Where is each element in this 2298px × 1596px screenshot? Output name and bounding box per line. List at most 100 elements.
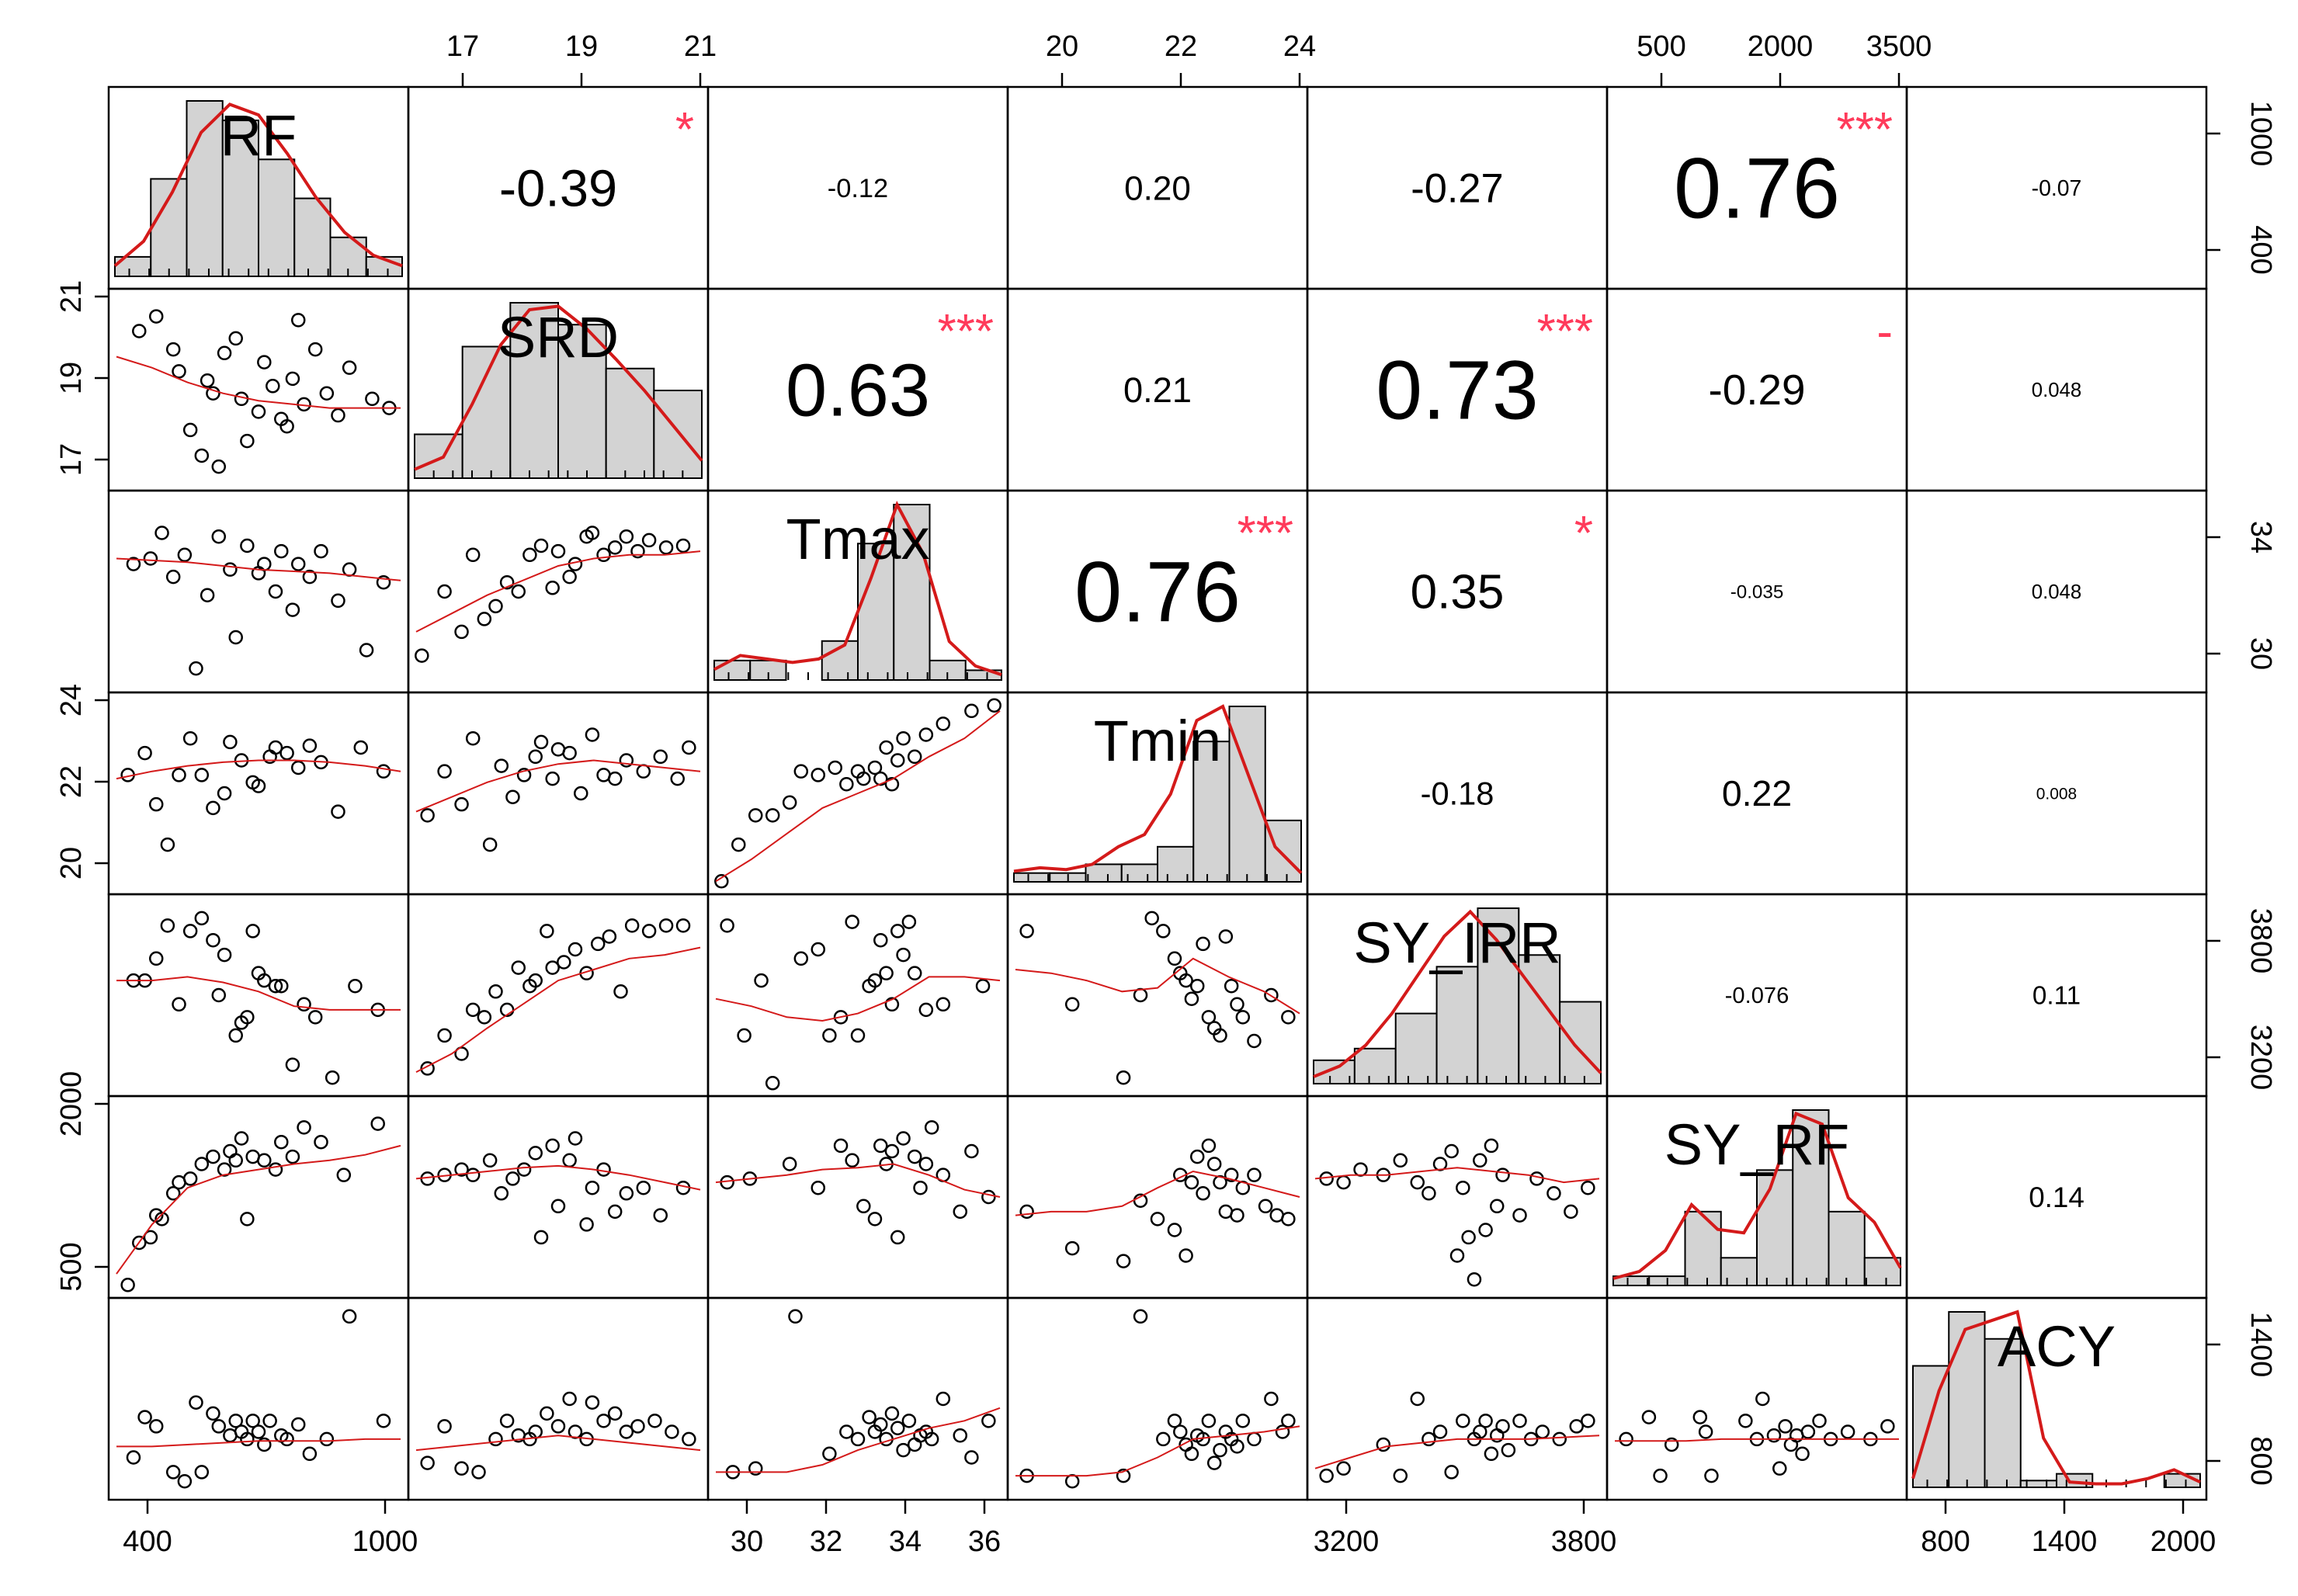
histogram-bar xyxy=(1264,819,1302,883)
density-curve xyxy=(713,501,1002,677)
variable-label: SY_IRR xyxy=(1353,911,1560,975)
panel-frame xyxy=(107,1095,410,1299)
scatter-point xyxy=(1495,1168,1510,1182)
scatter-point xyxy=(1552,1431,1567,1447)
scatter-point xyxy=(266,379,280,394)
scatter-point xyxy=(370,1116,385,1131)
scatter-point xyxy=(811,768,826,782)
scatter-point xyxy=(1812,1414,1827,1428)
scatter-point xyxy=(890,924,905,939)
scatter-point xyxy=(918,1002,934,1018)
scatter-point xyxy=(884,1406,900,1421)
scatter-point xyxy=(765,808,780,823)
scatter-point xyxy=(545,581,560,595)
scatter-point xyxy=(137,745,152,761)
scatter-point xyxy=(257,973,272,988)
scatter-point xyxy=(619,753,634,768)
scatter-point xyxy=(619,529,634,544)
scatter-point xyxy=(228,630,243,645)
scatter-point xyxy=(754,973,769,988)
scatter-point xyxy=(890,753,905,768)
correlation-value: -0.07 xyxy=(2032,176,2082,201)
scatter-point xyxy=(658,540,674,555)
scatter-point xyxy=(182,422,198,438)
scatter-point xyxy=(251,1424,266,1439)
axis-tick-label: 3800 xyxy=(2244,908,2277,974)
scatter-point xyxy=(833,1138,849,1154)
scatter-point xyxy=(1184,1174,1199,1190)
scatter-point xyxy=(1173,1424,1188,1439)
scatter-point xyxy=(1546,1186,1561,1201)
scatter-point xyxy=(1064,1473,1080,1489)
scatter-point xyxy=(200,588,215,602)
scatter-point xyxy=(1281,1010,1296,1025)
scatter-point xyxy=(619,1424,634,1439)
scatter-point xyxy=(325,1070,340,1085)
scatter-point xyxy=(1484,1138,1499,1154)
scatter-point xyxy=(1698,1424,1713,1439)
scatter-point xyxy=(165,1186,181,1201)
scatter-point xyxy=(511,960,526,975)
scatter-point xyxy=(788,1309,803,1324)
histogram-bar xyxy=(1394,1012,1438,1084)
scatter-point xyxy=(879,966,894,980)
axis-tick-label: 20 xyxy=(1046,30,1078,63)
scatter-point xyxy=(619,1186,634,1201)
scatter-point xyxy=(297,997,311,1012)
scatter-point xyxy=(177,547,193,563)
scatter-point xyxy=(856,1199,871,1214)
scatter-point xyxy=(737,1028,752,1043)
scatter-point xyxy=(482,837,498,852)
scatter-point xyxy=(964,1143,979,1159)
scatter-point xyxy=(148,951,164,966)
scatter-point xyxy=(822,1446,837,1462)
scatter-point xyxy=(465,730,481,746)
scatter-point xyxy=(223,562,238,577)
scatter-point xyxy=(550,1199,566,1214)
scatter-point xyxy=(1184,991,1199,1006)
loess-smooth-line xyxy=(1314,1167,1600,1184)
histogram-bar xyxy=(605,367,655,479)
scatter-point xyxy=(217,947,232,963)
histogram-bar xyxy=(653,390,703,479)
scatter-point xyxy=(505,789,520,804)
scatter-point xyxy=(189,661,203,676)
loess-smooth-line xyxy=(1015,1425,1300,1477)
scatter-point xyxy=(1478,1414,1493,1428)
scatter-point xyxy=(189,1395,203,1410)
scatter-point xyxy=(285,371,300,387)
loess-smooth-line xyxy=(415,1164,701,1191)
scatter-point xyxy=(240,1431,255,1447)
scatter-point xyxy=(607,771,623,786)
scatter-point xyxy=(279,418,294,434)
scatter-point xyxy=(896,1131,911,1146)
scatter-point xyxy=(545,771,560,786)
scatter-point xyxy=(1569,1419,1584,1434)
scatter-point xyxy=(557,955,571,970)
scatter-point xyxy=(1019,924,1034,939)
significance-stars: *** xyxy=(938,305,994,359)
panel-frame xyxy=(1306,1095,1609,1299)
scatter-point xyxy=(1064,1240,1080,1256)
axis-tick-label: 800 xyxy=(2244,1436,2277,1485)
scatter-point xyxy=(314,543,328,559)
scatter-point xyxy=(720,918,734,933)
scatter-point xyxy=(675,918,691,933)
scatter-point xyxy=(550,543,566,559)
histogram-bar xyxy=(1013,872,1051,883)
panel-frame xyxy=(407,1296,710,1501)
scatter-point xyxy=(873,771,888,786)
histogram-bar xyxy=(1828,1210,1866,1287)
scatter-point xyxy=(1581,1414,1595,1428)
scatter-point xyxy=(873,932,888,948)
loess-smooth-line xyxy=(415,550,701,633)
scatter-point xyxy=(533,1230,549,1245)
scatter-point xyxy=(499,1414,515,1428)
axis-tick-label: 24 xyxy=(55,684,88,716)
scatter-point xyxy=(132,324,147,338)
scatter-point xyxy=(528,749,543,765)
histogram-bar xyxy=(150,178,188,277)
scatter-point xyxy=(907,749,922,765)
scatter-point xyxy=(839,1424,854,1439)
scatter-point xyxy=(907,966,922,980)
